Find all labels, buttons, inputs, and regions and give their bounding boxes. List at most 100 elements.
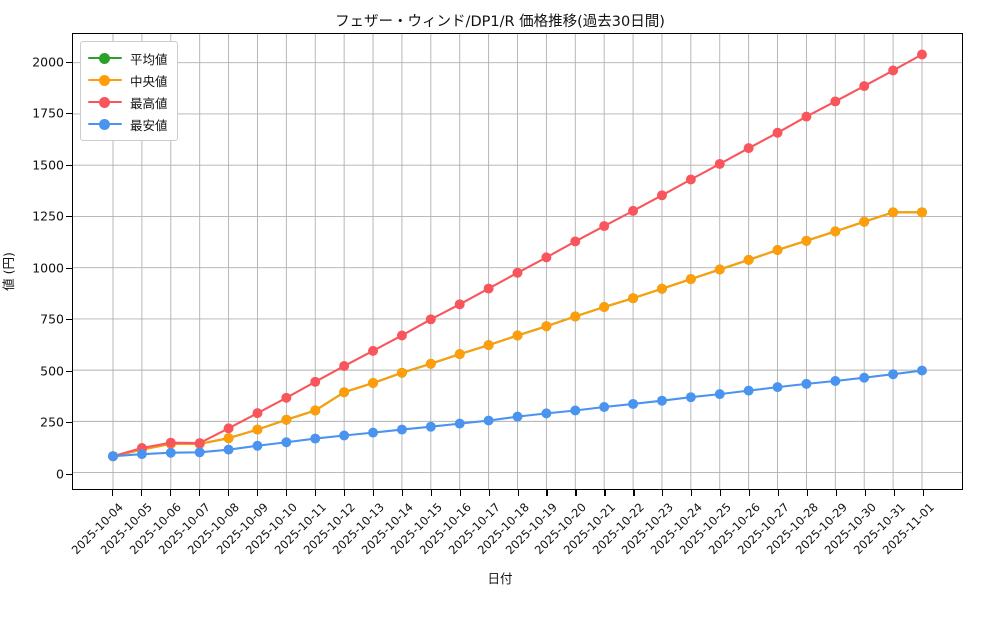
series-marker: [772, 127, 783, 138]
series-marker: [136, 449, 147, 460]
x-tick-mark: [604, 490, 606, 496]
x-tick-mark: [314, 490, 316, 496]
x-tick-mark: [749, 490, 751, 496]
series-marker: [252, 440, 263, 451]
series-marker: [425, 358, 436, 369]
x-tick-mark: [864, 490, 867, 496]
series-marker: [368, 378, 379, 389]
series-marker: [281, 392, 292, 403]
legend-label: 最高値: [130, 95, 168, 111]
series-marker: [830, 376, 841, 386]
x-tick-mark: [141, 490, 143, 496]
legend-item-0[interactable]: 平均値: [88, 47, 168, 69]
series-marker: [888, 65, 899, 76]
series-marker: [483, 283, 494, 294]
series-marker: [541, 408, 552, 419]
series-marker: [425, 421, 436, 432]
y-tick-mark: [66, 370, 72, 372]
series-marker: [859, 372, 870, 383]
legend-label: 中央値: [130, 73, 168, 89]
x-tick-mark: [285, 490, 288, 496]
series-marker: [743, 254, 754, 265]
series-marker: [165, 447, 176, 458]
series-marker: [339, 430, 350, 441]
y-tick-label: 750: [40, 311, 64, 327]
x-tick-mark: [430, 490, 432, 496]
series-marker: [656, 283, 667, 294]
series-marker: [570, 236, 581, 247]
y-tick-mark: [66, 473, 72, 475]
x-tick-mark: [691, 490, 693, 496]
series-marker: [801, 378, 812, 389]
series-marker: [252, 408, 263, 419]
y-tick-mark: [66, 422, 72, 424]
series-marker: [599, 221, 610, 232]
legend-swatch-icon: [88, 73, 122, 87]
series-marker: [454, 418, 465, 429]
x-tick-mark: [256, 490, 259, 496]
series-marker: [917, 365, 927, 376]
series-marker: [454, 349, 465, 360]
series-marker: [599, 302, 610, 312]
x-tick-mark: [720, 490, 722, 496]
series-marker: [281, 414, 292, 425]
series-marker: [714, 264, 725, 275]
series-marker: [310, 376, 321, 387]
series-marker: [194, 438, 205, 449]
y-tick-mark: [66, 267, 72, 269]
legend-swatch-icon: [88, 95, 122, 109]
legend-label: 最安値: [130, 117, 168, 133]
series-marker: [830, 226, 841, 237]
x-tick-mark: [778, 490, 780, 496]
series-marker: [512, 330, 523, 341]
legend-label: 平均値: [130, 51, 168, 67]
y-tick-label: 0: [56, 466, 64, 482]
series-marker: [743, 385, 754, 396]
series-marker: [656, 395, 667, 406]
series-marker: [685, 174, 696, 185]
legend-swatch-icon: [88, 51, 122, 65]
series-marker: [223, 433, 234, 444]
legend-item-1[interactable]: 中央値: [88, 69, 168, 91]
series-marker: [772, 382, 783, 393]
series-marker: [888, 369, 899, 380]
series-marker: [281, 437, 292, 448]
series-marker: [541, 252, 552, 263]
series-marker: [396, 367, 407, 378]
plot-area: [72, 33, 963, 490]
series-marker: [743, 143, 754, 154]
series-marker: [310, 433, 321, 444]
series-marker: [194, 447, 205, 458]
series-marker: [368, 427, 379, 438]
y-tick-label: 500: [40, 363, 64, 379]
x-tick-mark: [372, 490, 374, 496]
x-tick-mark: [633, 490, 635, 496]
legend-item-2[interactable]: 最高値: [88, 91, 168, 113]
series-marker: [512, 411, 523, 422]
series-marker: [108, 451, 118, 462]
x-tick-mark: [112, 490, 114, 496]
series-marker: [570, 405, 581, 416]
series-marker: [483, 415, 494, 426]
series-marker: [599, 402, 610, 412]
series-line-2: [111, 53, 924, 458]
x-tick-mark: [343, 490, 345, 496]
y-tick-mark: [66, 113, 72, 115]
y-tick-mark: [66, 164, 72, 166]
x-tick-mark: [227, 490, 230, 496]
series-marker: [628, 205, 639, 216]
series-marker: [396, 424, 407, 435]
x-tick-mark: [662, 490, 664, 496]
y-tick-label: 1250: [32, 208, 64, 224]
x-tick-mark: [807, 490, 809, 496]
legend-item-3[interactable]: 最安値: [88, 113, 168, 135]
y-tick-label: 1000: [32, 260, 64, 276]
series-lines: [108, 49, 927, 462]
x-axis-label: 日付: [487, 571, 513, 586]
series-marker: [714, 158, 725, 169]
series-marker: [454, 299, 465, 310]
series-marker: [483, 340, 494, 351]
series-marker: [541, 321, 552, 332]
x-tick-mark: [836, 490, 838, 496]
